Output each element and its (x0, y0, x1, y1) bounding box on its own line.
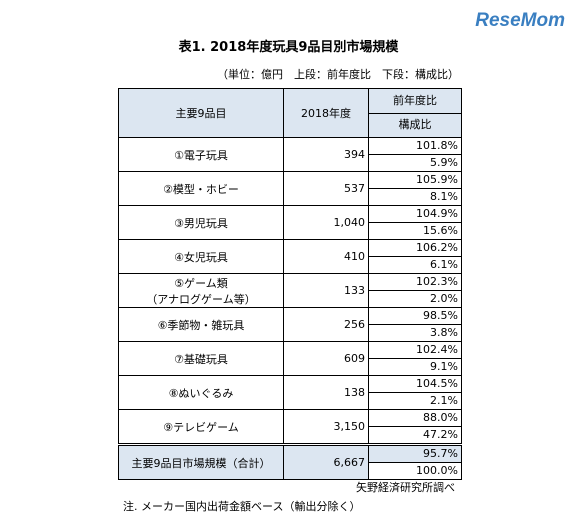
item-label: ⑤ゲーム類 (174, 276, 228, 290)
row: ⑨テレビゲーム 3,150 88.0% (118, 409, 462, 445)
row: 主要9品目市場規模（合計） 6,667 95.7% (118, 443, 462, 480)
yoy-cell: 104.5% (368, 375, 462, 393)
value-cell: 1,040 (283, 205, 369, 240)
item-cell: ②模型・ホビー (118, 171, 284, 206)
row: ⑦基礎玩具 609 102.4% (118, 341, 462, 376)
item-cell: ⑥季節物・雑玩具 (118, 307, 284, 342)
item-label: ④女児玩具 (174, 250, 228, 264)
row: 100.0% (119, 462, 462, 480)
header-cell: 構成比 (368, 112, 462, 138)
row: 2.1% (119, 392, 462, 410)
share-cell: 2.0% (368, 290, 462, 308)
unit-note: （単位：億円 上段：前年度比 下段：構成比） (217, 68, 459, 81)
row: ④女児玩具 410 106.2% (118, 239, 462, 274)
share-cell: 47.2% (368, 426, 462, 445)
yoy-cell: 102.3% (368, 273, 462, 291)
header-cell: 主要9品目 (118, 88, 284, 138)
row: ①電子玩具 394 101.8% (118, 137, 462, 172)
row: ⑥季節物・雑玩具 256 98.5% (118, 307, 462, 342)
source: 矢野経済研究所調べ (356, 481, 455, 494)
item-label: ⑥季節物・雑玩具 (157, 318, 245, 332)
yoy-cell: 88.0% (368, 409, 462, 427)
item-cell: ⑤ゲーム類 （アナログゲーム等） (118, 273, 284, 308)
yoy-cell: 104.9% (368, 205, 462, 223)
header-cell: 2018年度 (283, 88, 369, 138)
item-label: 主要9品目市場規模（合計） (131, 456, 271, 470)
yoy-cell: 101.8% (368, 137, 462, 155)
value-cell: 3,150 (283, 409, 369, 445)
yoy-cell: 95.7% (368, 443, 462, 463)
header-row: 構成比 (119, 112, 462, 138)
value-cell: 609 (283, 341, 369, 376)
value-cell: 256 (283, 307, 369, 342)
item-label: ⑦基礎玩具 (174, 352, 228, 366)
share-cell: 100.0% (368, 462, 462, 480)
yoy-cell: 98.5% (368, 307, 462, 325)
item-label: ⑧ぬいぐるみ (168, 386, 234, 400)
yoy-cell: 105.9% (368, 171, 462, 189)
item-cell: ⑦基礎玩具 (118, 341, 284, 376)
title: 表1. 2018年度玩具9品目別市場規模 (178, 40, 399, 55)
share-cell: 15.6% (368, 222, 462, 240)
item-label: （アナログゲーム等） (146, 292, 256, 306)
row: ②模型・ホビー 537 105.9% (118, 171, 462, 206)
row: ⑤ゲーム類 （アナログゲーム等） 133 102.3% (118, 273, 462, 308)
yoy-cell: 102.4% (368, 341, 462, 359)
row: ③男児玩具 1,040 104.9% (118, 205, 462, 240)
row: ⑧ぬいぐるみ 138 104.5% (118, 375, 462, 410)
market-table: 主要9品目 2018年度 前年度比 構成比 ①電子玩具 394 101.8% 5.9%… (118, 88, 462, 480)
value-cell: 133 (283, 273, 369, 308)
item-cell: ③男児玩具 (118, 205, 284, 240)
share-cell: 3.8% (368, 324, 462, 342)
item-label: ⑨テレビゲーム (163, 420, 239, 434)
value-cell: 410 (283, 239, 369, 274)
value-cell: 6,667 (283, 443, 369, 480)
header-cell: 前年度比 (368, 88, 462, 114)
share-cell: 5.9% (368, 154, 462, 172)
share-cell: 9.1% (368, 358, 462, 376)
note: 注. メーカー国内出荷金額ベース（輸出分除く） (123, 500, 361, 513)
share-cell: 8.1% (368, 188, 462, 206)
header-row: 主要9品目 2018年度 前年度比 (118, 88, 462, 138)
value-cell: 138 (283, 375, 369, 410)
item-label: ①電子玩具 (174, 148, 228, 162)
item-cell: ①電子玩具 (118, 137, 284, 172)
share-cell: 2.1% (368, 392, 462, 410)
table-body: 主要9品目 2018年度 前年度比 構成比 ①電子玩具 394 101.8% 5.9%… (118, 88, 462, 480)
item-cell: ⑨テレビゲーム (118, 409, 284, 445)
item-cell: 主要9品目市場規模（合計） (118, 443, 284, 480)
row: 47.2% (119, 426, 462, 445)
value-cell: 394 (283, 137, 369, 172)
share-cell: 6.1% (368, 256, 462, 274)
item-label: ②模型・ホビー (163, 182, 239, 196)
item-cell: ⑧ぬいぐるみ (118, 375, 284, 410)
item-cell: ④女児玩具 (118, 239, 284, 274)
value-cell: 537 (283, 171, 369, 206)
yoy-cell: 106.2% (368, 239, 462, 257)
item-label: ③男児玩具 (174, 216, 228, 230)
logo: ReseMom (475, 10, 565, 31)
row: 6.1% (119, 256, 462, 274)
